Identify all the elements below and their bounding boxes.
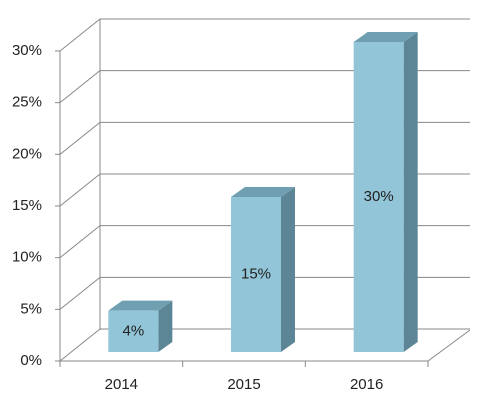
bar-top <box>231 187 295 197</box>
bar-top <box>108 300 173 311</box>
x-tick-label: 2015 <box>227 376 260 393</box>
grid-line <box>59 225 470 259</box>
grid-line <box>59 121 470 155</box>
grid-line <box>59 18 470 52</box>
value-label: 4% <box>122 322 144 339</box>
bar-side <box>158 300 173 352</box>
bar-side <box>281 187 295 352</box>
y-tick-label: 30% <box>12 42 42 59</box>
grid-line <box>59 70 470 104</box>
bar <box>231 197 281 352</box>
y-tick-label: 5% <box>20 300 42 317</box>
y-tick-label: 15% <box>12 197 42 214</box>
x-tick-label: 2016 <box>350 376 383 393</box>
y-tick-label: 20% <box>12 145 42 162</box>
bar <box>108 310 159 352</box>
value-label: 15% <box>241 265 271 282</box>
grid-line <box>59 276 470 310</box>
y-tick-label: 25% <box>12 94 42 111</box>
bar-top <box>353 32 418 42</box>
x-tick-label: 2014 <box>105 376 138 393</box>
y-tick-label: 0% <box>20 352 42 369</box>
bar <box>353 42 404 352</box>
value-label: 30% <box>364 188 394 205</box>
bar-side <box>403 32 418 352</box>
grid-line <box>59 173 470 207</box>
y-tick-label: 10% <box>12 249 42 266</box>
grid-line <box>59 328 470 362</box>
